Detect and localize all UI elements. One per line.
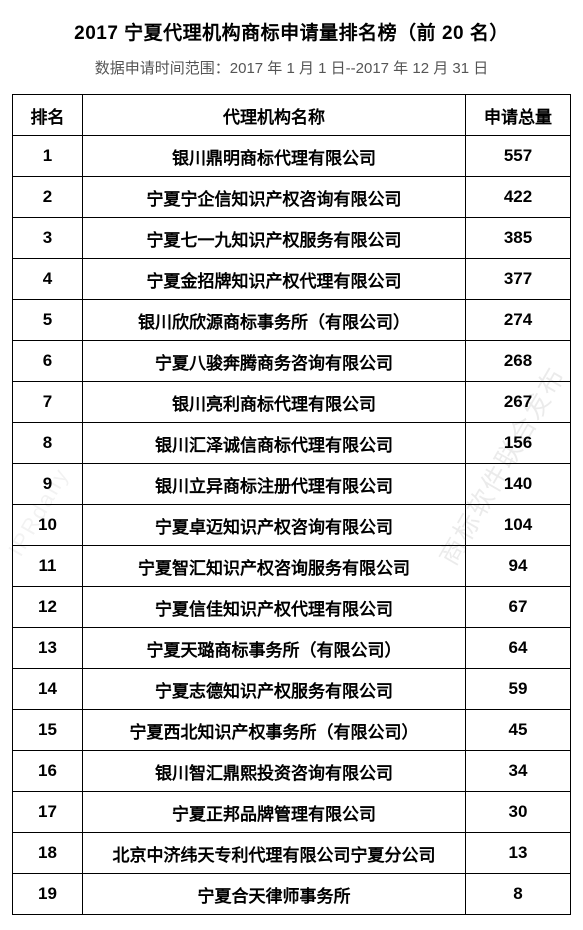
cell-count: 377	[466, 259, 571, 300]
table-row: 4宁夏金招牌知识产权代理有限公司377	[13, 259, 571, 300]
table-row: 16银川智汇鼎熙投资咨询有限公司34	[13, 751, 571, 792]
table-row: 1银川鼎明商标代理有限公司557	[13, 136, 571, 177]
cell-name: 宁夏天璐商标事务所（有限公司）	[83, 628, 466, 669]
col-header-rank: 排名	[13, 95, 83, 136]
cell-count: 59	[466, 669, 571, 710]
cell-rank: 16	[13, 751, 83, 792]
table-header-row: 排名 代理机构名称 申请总量	[13, 95, 571, 136]
cell-rank: 4	[13, 259, 83, 300]
cell-rank: 13	[13, 628, 83, 669]
cell-count: 8	[466, 874, 571, 915]
cell-name: 宁夏正邦品牌管理有限公司	[83, 792, 466, 833]
table-row: 2宁夏宁企信知识产权咨询有限公司422	[13, 177, 571, 218]
page-title: 2017 宁夏代理机构商标申请量排名榜（前 20 名）	[12, 18, 571, 45]
table-row: 3宁夏七一九知识产权服务有限公司385	[13, 218, 571, 259]
cell-rank: 1	[13, 136, 83, 177]
cell-rank: 9	[13, 464, 83, 505]
table-row: 11宁夏智汇知识产权咨询服务有限公司94	[13, 546, 571, 587]
table-row: 15宁夏西北知识产权事务所（有限公司）45	[13, 710, 571, 751]
cell-name: 宁夏宁企信知识产权咨询有限公司	[83, 177, 466, 218]
cell-rank: 7	[13, 382, 83, 423]
table-row: 10宁夏卓迈知识产权咨询有限公司104	[13, 505, 571, 546]
cell-count: 30	[466, 792, 571, 833]
cell-name: 银川智汇鼎熙投资咨询有限公司	[83, 751, 466, 792]
col-header-name: 代理机构名称	[83, 95, 466, 136]
cell-name: 宁夏金招牌知识产权代理有限公司	[83, 259, 466, 300]
cell-rank: 12	[13, 587, 83, 628]
table-row: 19宁夏合天律师事务所8	[13, 874, 571, 915]
table-row: 8银川汇泽诚信商标代理有限公司156	[13, 423, 571, 464]
cell-count: 267	[466, 382, 571, 423]
cell-count: 385	[466, 218, 571, 259]
ranking-table: 排名 代理机构名称 申请总量 1银川鼎明商标代理有限公司5572宁夏宁企信知识产…	[12, 94, 571, 915]
table-row: 6宁夏八骏奔腾商务咨询有限公司268	[13, 341, 571, 382]
cell-count: 94	[466, 546, 571, 587]
cell-rank: 15	[13, 710, 83, 751]
cell-count: 268	[466, 341, 571, 382]
table-row: 14宁夏志德知识产权服务有限公司59	[13, 669, 571, 710]
cell-name: 宁夏合天律师事务所	[83, 874, 466, 915]
cell-rank: 17	[13, 792, 83, 833]
cell-count: 64	[466, 628, 571, 669]
cell-name: 宁夏八骏奔腾商务咨询有限公司	[83, 341, 466, 382]
cell-name: 宁夏志德知识产权服务有限公司	[83, 669, 466, 710]
cell-rank: 14	[13, 669, 83, 710]
cell-name: 宁夏智汇知识产权咨询服务有限公司	[83, 546, 466, 587]
cell-count: 422	[466, 177, 571, 218]
cell-rank: 10	[13, 505, 83, 546]
table-row: 9银川立异商标注册代理有限公司140	[13, 464, 571, 505]
cell-rank: 6	[13, 341, 83, 382]
cell-count: 34	[466, 751, 571, 792]
cell-count: 156	[466, 423, 571, 464]
cell-rank: 3	[13, 218, 83, 259]
cell-rank: 2	[13, 177, 83, 218]
cell-name: 宁夏卓迈知识产权咨询有限公司	[83, 505, 466, 546]
cell-name: 银川立异商标注册代理有限公司	[83, 464, 466, 505]
col-header-count: 申请总量	[466, 95, 571, 136]
cell-count: 45	[466, 710, 571, 751]
table-row: 5银川欣欣源商标事务所（有限公司）274	[13, 300, 571, 341]
table-row: 12宁夏信佳知识产权代理有限公司67	[13, 587, 571, 628]
table-row: 18北京中济纬天专利代理有限公司宁夏分公司13	[13, 833, 571, 874]
table-row: 13宁夏天璐商标事务所（有限公司）64	[13, 628, 571, 669]
cell-name: 银川亮利商标代理有限公司	[83, 382, 466, 423]
table-row: 17宁夏正邦品牌管理有限公司30	[13, 792, 571, 833]
cell-count: 557	[466, 136, 571, 177]
cell-rank: 11	[13, 546, 83, 587]
cell-name: 银川鼎明商标代理有限公司	[83, 136, 466, 177]
cell-name: 宁夏西北知识产权事务所（有限公司）	[83, 710, 466, 751]
cell-name: 银川汇泽诚信商标代理有限公司	[83, 423, 466, 464]
cell-name: 宁夏七一九知识产权服务有限公司	[83, 218, 466, 259]
cell-rank: 8	[13, 423, 83, 464]
cell-name: 北京中济纬天专利代理有限公司宁夏分公司	[83, 833, 466, 874]
cell-count: 104	[466, 505, 571, 546]
date-range-subtitle: 数据申请时间范围：2017 年 1 月 1 日--2017 年 12 月 31 …	[12, 57, 571, 78]
table-body: 1银川鼎明商标代理有限公司5572宁夏宁企信知识产权咨询有限公司4223宁夏七一…	[13, 136, 571, 915]
cell-count: 274	[466, 300, 571, 341]
cell-name: 银川欣欣源商标事务所（有限公司）	[83, 300, 466, 341]
cell-count: 67	[466, 587, 571, 628]
cell-name: 宁夏信佳知识产权代理有限公司	[83, 587, 466, 628]
cell-rank: 18	[13, 833, 83, 874]
cell-count: 13	[466, 833, 571, 874]
cell-rank: 5	[13, 300, 83, 341]
table-row: 7银川亮利商标代理有限公司267	[13, 382, 571, 423]
cell-rank: 19	[13, 874, 83, 915]
cell-count: 140	[466, 464, 571, 505]
